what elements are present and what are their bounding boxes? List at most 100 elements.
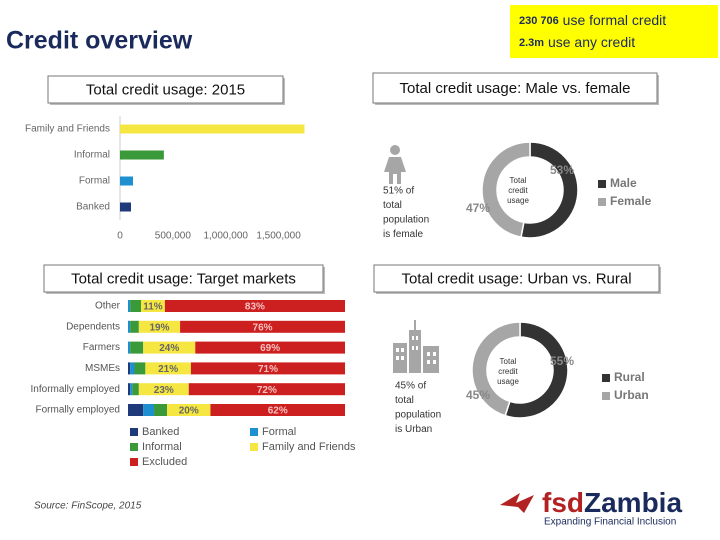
data-label: 23% bbox=[154, 385, 174, 396]
title-box bbox=[47, 75, 284, 104]
x-tick-label: 1,000,000 bbox=[203, 231, 248, 242]
callout-box bbox=[510, 5, 718, 58]
bar-segment bbox=[130, 341, 144, 354]
annotation: 51% of bbox=[383, 186, 414, 197]
bar-segment bbox=[145, 362, 191, 375]
legend-label: Urban bbox=[614, 388, 649, 402]
bar-segment bbox=[143, 341, 196, 354]
title-box bbox=[373, 264, 660, 293]
callout-number: 230 706 bbox=[519, 15, 559, 27]
annotation: is female bbox=[383, 229, 423, 240]
center-label: Total bbox=[500, 357, 517, 366]
y-tick-label: Farmers bbox=[83, 342, 120, 353]
logo-text: fsdZambia bbox=[542, 487, 682, 518]
y-tick-label: Dependents bbox=[66, 321, 120, 332]
bar-segment bbox=[130, 362, 135, 375]
bar-segment bbox=[167, 404, 211, 416]
bar-segment bbox=[154, 404, 168, 416]
title-box bbox=[372, 72, 658, 104]
logo: fsdZambia Expanding Financial Inclusion bbox=[500, 487, 682, 528]
callout-number: 2.3m bbox=[519, 37, 544, 49]
legend-label: Family and Friends bbox=[262, 441, 356, 453]
callout-line: 230 706 use formal credit bbox=[519, 12, 666, 28]
legend-swatch bbox=[602, 392, 610, 400]
chart-title: Total credit usage: 2015 bbox=[86, 81, 245, 98]
legend-label: Formal bbox=[262, 426, 296, 438]
annotation: is Urban bbox=[395, 424, 432, 435]
donut-wedge bbox=[471, 321, 521, 417]
bar-segment bbox=[130, 383, 133, 396]
bar-segment bbox=[141, 300, 165, 312]
bar-segment bbox=[188, 383, 345, 396]
chart-title: Total credit usage: Male vs. female bbox=[400, 80, 631, 97]
center-label: credit bbox=[498, 367, 518, 376]
legend-swatch bbox=[250, 443, 258, 451]
data-label: 69% bbox=[260, 343, 280, 354]
bar-segment bbox=[210, 404, 345, 416]
bar-segment bbox=[128, 383, 131, 396]
legend-label: Informal bbox=[142, 441, 182, 453]
annotation: 45% of bbox=[395, 381, 426, 392]
y-tick-label: Informal bbox=[74, 150, 110, 161]
data-label: 24% bbox=[159, 343, 179, 354]
bar-segment bbox=[190, 362, 345, 375]
buildings-icon bbox=[393, 320, 439, 373]
data-label: 62% bbox=[268, 406, 288, 417]
chart-title: Total credit usage: Urban vs. Rural bbox=[401, 270, 631, 287]
y-tick-label: Informally employed bbox=[31, 384, 120, 395]
legend-swatch bbox=[598, 198, 606, 206]
legend-swatch bbox=[598, 180, 606, 188]
callout-text: use any credit bbox=[548, 34, 635, 50]
bar-segment bbox=[164, 300, 345, 312]
y-tick-label: Formal bbox=[79, 176, 110, 187]
legend-label: Banked bbox=[142, 426, 179, 438]
center-label: usage bbox=[497, 377, 519, 386]
y-tick-label: Banked bbox=[76, 202, 110, 213]
logo-tagline: Expanding Financial Inclusion bbox=[544, 517, 676, 528]
bar-segment bbox=[128, 362, 131, 375]
data-label: 71% bbox=[258, 364, 278, 375]
callout-line: 2.3m use any credit bbox=[519, 34, 635, 50]
bar-segment bbox=[132, 383, 139, 396]
data-label: 76% bbox=[253, 322, 273, 333]
legend-swatch bbox=[130, 428, 138, 436]
bar bbox=[120, 150, 164, 160]
y-tick-label: Formally employed bbox=[36, 405, 120, 416]
x-tick-label: 1,500,000 bbox=[256, 231, 301, 242]
bar-segment bbox=[138, 320, 181, 333]
source-note: Source: FinScope, 2015 bbox=[34, 501, 142, 512]
bar-segment bbox=[128, 300, 131, 312]
legend-label: Male bbox=[610, 176, 637, 190]
x-tick-label: 500,000 bbox=[155, 231, 192, 242]
data-label: 72% bbox=[257, 385, 277, 396]
legend-swatch bbox=[602, 374, 610, 382]
legend-label: Excluded bbox=[142, 456, 187, 468]
bar-segment bbox=[138, 383, 189, 396]
y-tick-label: Other bbox=[95, 301, 121, 312]
annotation: population bbox=[383, 215, 429, 226]
annotation: total bbox=[383, 200, 402, 211]
data-label: 53% bbox=[550, 163, 574, 177]
legend-swatch bbox=[130, 443, 138, 451]
bar-segment bbox=[134, 362, 146, 375]
data-label: 19% bbox=[149, 322, 169, 333]
chart-title: Total credit usage: Target markets bbox=[71, 270, 296, 287]
donut-wedge bbox=[520, 141, 579, 239]
y-tick-label: Family and Friends bbox=[25, 124, 110, 135]
donut-wedge bbox=[504, 321, 569, 419]
bar-segment bbox=[128, 341, 131, 354]
center-label: credit bbox=[508, 186, 528, 195]
bar-segment bbox=[130, 320, 139, 333]
x-tick-label: 0 bbox=[117, 231, 123, 242]
legend-swatch bbox=[130, 458, 138, 466]
bar-segment bbox=[143, 404, 155, 416]
slide-title: Credit overview bbox=[6, 27, 193, 55]
bar bbox=[120, 176, 134, 186]
callout-text: use formal credit bbox=[563, 12, 667, 28]
logo-mark bbox=[500, 493, 534, 513]
annotation: population bbox=[395, 410, 441, 421]
data-label: 11% bbox=[143, 302, 163, 313]
data-label: 20% bbox=[179, 406, 199, 417]
bar bbox=[120, 202, 131, 212]
